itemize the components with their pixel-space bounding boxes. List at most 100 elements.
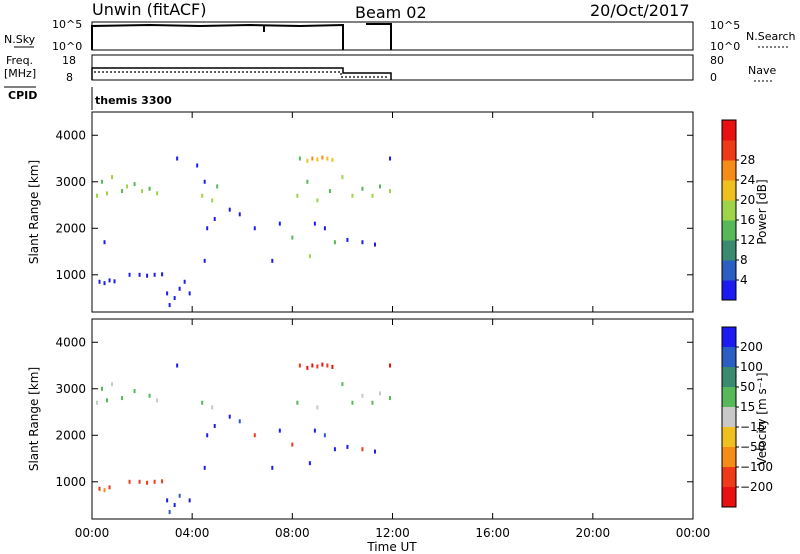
velocity-point: [121, 396, 124, 401]
colorbar-segment: [722, 180, 736, 201]
velocity-point: [138, 479, 141, 484]
colorbar-tick-label: 50: [740, 380, 755, 394]
xtick-label: 12:00: [375, 526, 410, 540]
power-point: [328, 189, 331, 194]
ytick-label: 4000: [55, 128, 86, 142]
power-point: [201, 193, 204, 198]
velocity-point: [206, 433, 209, 438]
velocity-point: [133, 389, 136, 394]
power-point: [203, 258, 206, 263]
velocity-points: [96, 362, 391, 515]
power-point: [183, 279, 186, 284]
power-point: [146, 273, 149, 278]
power-point: [126, 184, 129, 189]
power-point: [203, 179, 206, 184]
velocity-point: [111, 382, 114, 387]
colorbar-tick-label: 4: [740, 273, 748, 287]
power-point: [313, 221, 316, 226]
colorbar-tick-label: −100: [740, 460, 773, 474]
colorbar-segment: [722, 367, 736, 388]
velocity-point: [213, 423, 216, 428]
velocity-point: [96, 400, 99, 405]
power-point: [291, 235, 294, 240]
velocity-point: [388, 363, 391, 368]
velocity-point: [333, 447, 336, 452]
power-point: [378, 184, 381, 189]
power-point: [321, 155, 324, 160]
xtick-label: 08:00: [275, 526, 310, 540]
colorbar-tick-label: 200: [740, 340, 763, 354]
velocity-point: [153, 479, 156, 484]
power-point: [96, 193, 99, 198]
power-point: [128, 272, 131, 277]
freq-unit: [MHz]: [4, 67, 36, 80]
power-point: [141, 189, 144, 194]
beam-label: Beam 02: [355, 3, 427, 22]
power-point: [371, 193, 374, 198]
velocity-point: [178, 493, 181, 498]
velocity-point: [331, 364, 334, 369]
power-point: [216, 184, 219, 189]
freq-tick-top: 18: [62, 54, 76, 67]
power-point: [153, 272, 156, 277]
colorbar-frame: [721, 119, 737, 301]
freq-label: Freq.: [6, 54, 33, 67]
freq-panel: Freq. [MHz] 18 8 80 0 Nave: [4, 54, 776, 84]
power-point: [161, 272, 164, 277]
nsky-panel: N.Sky 10^5 10^0 10^5 10^0 N.Search: [4, 18, 796, 53]
power-point: [206, 226, 209, 231]
velocity-yticks: 1000 2000 3000 4000: [55, 335, 693, 489]
velocity-point: [211, 405, 214, 410]
colorbar-tick-label: 12: [740, 233, 755, 247]
colorbar-segment: [722, 387, 736, 408]
velocity-point: [128, 479, 131, 484]
power-point: [323, 226, 326, 231]
power-point: [111, 175, 114, 180]
velocity-point: [106, 398, 109, 403]
colorbar-frame: [721, 326, 737, 508]
velocity-point: [316, 364, 319, 369]
ytick-label: 2000: [55, 221, 86, 235]
power-point: [316, 157, 319, 162]
velocity-point: [156, 398, 159, 403]
power-point: [211, 198, 214, 203]
power-point: [333, 240, 336, 245]
power-point: [178, 286, 181, 291]
colorbar-tick-label: 100: [740, 360, 763, 374]
velocity-point: [298, 363, 301, 368]
power-point: [103, 240, 106, 245]
colorbar-segment: [722, 427, 736, 448]
power-point: [373, 242, 376, 247]
cpid-label: CPID: [8, 89, 37, 102]
velocity-point: [351, 400, 354, 405]
power-point: [196, 163, 199, 168]
power-point: [103, 281, 106, 286]
velocity-point: [291, 442, 294, 447]
colorbar-segment: [722, 407, 736, 428]
nave-tick-bottom: 0: [710, 71, 717, 84]
velocity-point: [388, 396, 391, 401]
power-point: [156, 191, 159, 196]
power-ylabel: Slant Range [km]: [27, 160, 41, 264]
power-point: [341, 175, 344, 180]
velocity-xticks: 00:00 04:00 08:00 12:00 16:00 20:00 00:00: [75, 319, 711, 540]
velocity-point: [361, 393, 364, 398]
velocity-point: [316, 405, 319, 410]
xtick-label: 00:00: [676, 526, 711, 540]
velocity-colorbar: 200 100 50 15 −15 −50 −100 −200: [721, 326, 773, 508]
power-point: [308, 254, 311, 259]
velocity-point: [188, 498, 191, 503]
nsearch-tick-top: 10^5: [710, 19, 740, 32]
colorbar-tick-label: 16: [740, 213, 755, 227]
power-point: [311, 156, 314, 161]
date-label: 20/Oct/2017: [590, 1, 690, 20]
power-point: [166, 291, 169, 296]
power-point: [346, 237, 349, 242]
ytick-label: 4000: [55, 335, 86, 349]
velocity-point: [361, 447, 364, 452]
velocity-point: [228, 414, 231, 419]
power-point: [101, 179, 104, 184]
xtick-label: 00:00: [75, 526, 110, 540]
velocity-point: [346, 444, 349, 449]
power-point: [331, 157, 334, 162]
